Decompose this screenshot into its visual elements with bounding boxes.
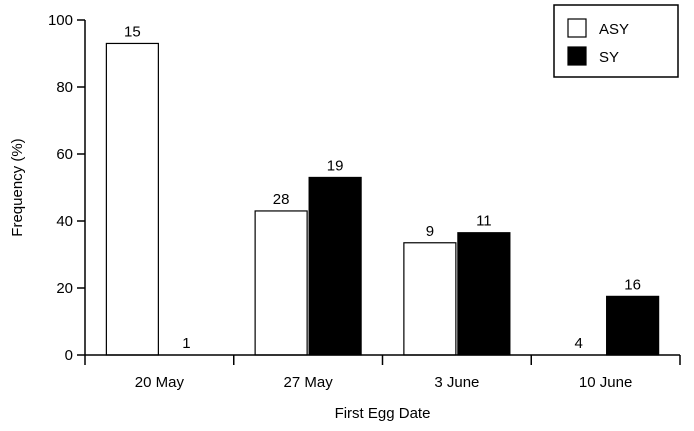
bar-sy-1 bbox=[308, 176, 362, 356]
y-tick-label: 80 bbox=[56, 79, 73, 96]
x-tick-label: 3 June bbox=[434, 374, 479, 391]
x-axis-title: First Egg Date bbox=[335, 405, 431, 422]
data-labels: 15 28 9 4 1 19 11 16 bbox=[124, 23, 641, 352]
data-label: 4 bbox=[574, 335, 582, 352]
y-axis-title: Frequency (%) bbox=[9, 138, 26, 236]
bar-asy-0 bbox=[105, 42, 159, 356]
x-tick-label: 20 May bbox=[135, 374, 185, 391]
legend-swatch-sy bbox=[567, 46, 587, 66]
y-tick-label: 100 bbox=[48, 12, 73, 29]
y-tick-label: 20 bbox=[56, 280, 73, 297]
data-label: 28 bbox=[273, 191, 290, 208]
legend: ASY SY bbox=[553, 4, 679, 78]
data-label: 15 bbox=[124, 23, 141, 40]
axes: 0 20 40 60 80 100 20 May 27 May 3 June 10 June bbox=[48, 12, 681, 391]
data-label: 1 bbox=[182, 335, 190, 352]
data-label: 11 bbox=[476, 213, 492, 230]
bar-sy-3 bbox=[606, 295, 660, 356]
bar-sy-2 bbox=[457, 232, 511, 356]
data-label: 9 bbox=[426, 223, 434, 240]
legend-box bbox=[553, 4, 679, 78]
y-tick-label: 0 bbox=[65, 347, 73, 364]
legend-label-asy: ASY bbox=[599, 21, 629, 38]
legend-label-sy: SY bbox=[599, 49, 619, 66]
bar-asy-1 bbox=[254, 210, 308, 356]
y-tick-label: 40 bbox=[56, 213, 73, 230]
x-tick-label: 10 June bbox=[579, 374, 632, 391]
bar-asy-2 bbox=[403, 242, 457, 356]
x-tick-label: 27 May bbox=[284, 374, 334, 391]
data-label: 19 bbox=[327, 157, 344, 174]
data-label: 16 bbox=[624, 276, 641, 293]
bars bbox=[105, 42, 660, 356]
legend-swatch-asy bbox=[567, 18, 587, 38]
y-tick-label: 60 bbox=[56, 146, 73, 163]
